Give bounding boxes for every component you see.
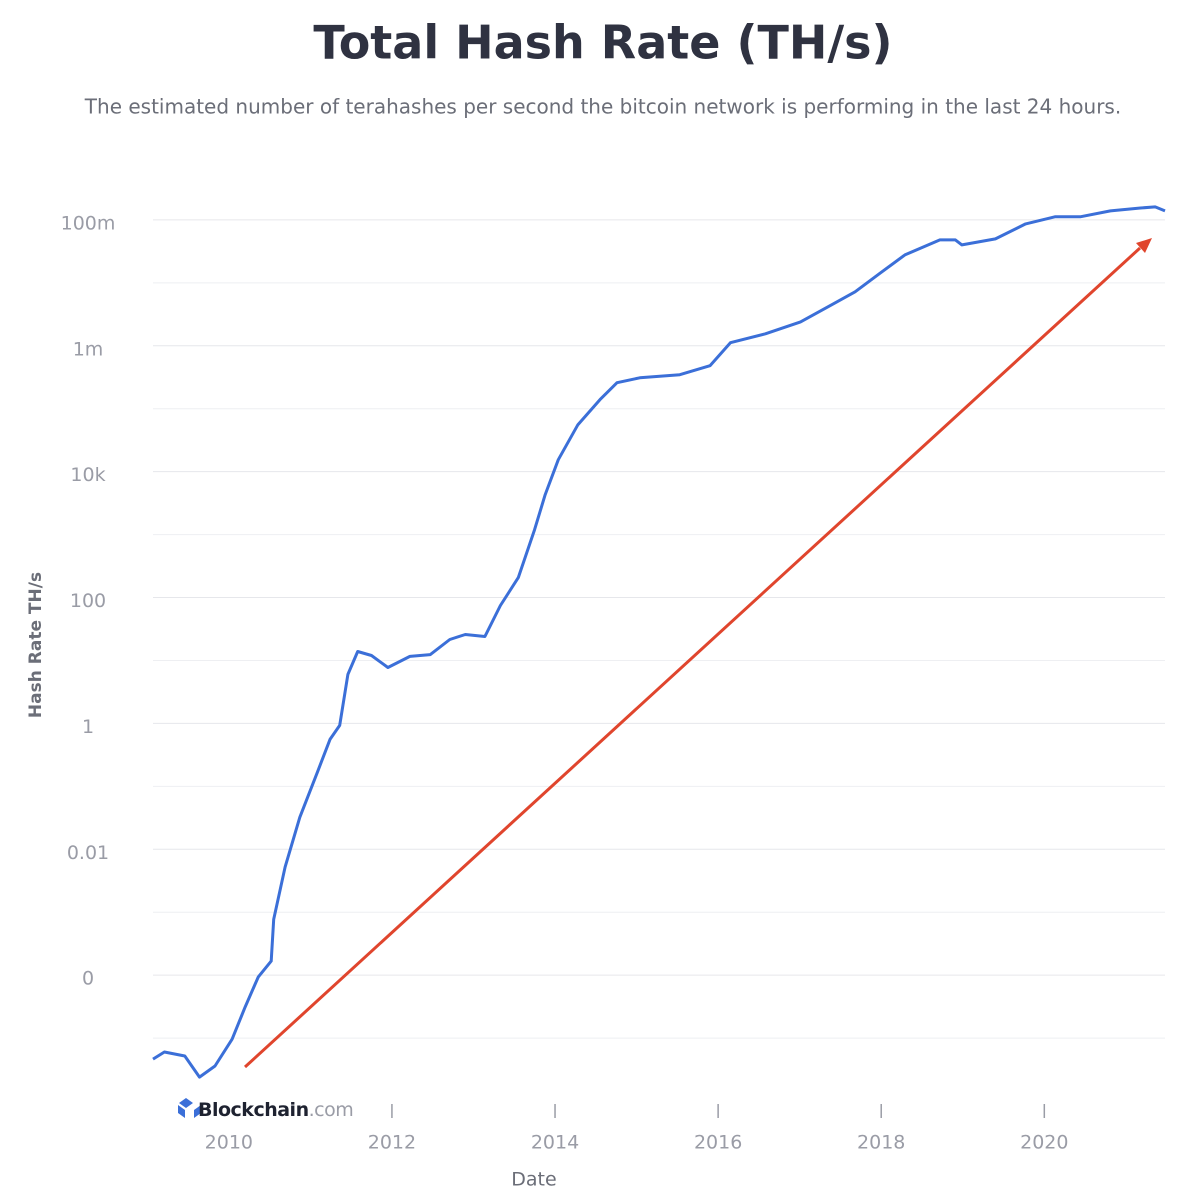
x-tick-label: 2016	[694, 1132, 742, 1154]
arrow-head	[1136, 238, 1152, 253]
y-tick-label: 0.01	[67, 842, 109, 864]
grid: 100m 1m 10k 100 1 0.01 0 2010 2012 2014 2016 2018 20…	[61, 212, 1165, 1154]
y-tick-label: 100m	[61, 212, 116, 234]
plot-area	[152, 205, 1166, 1079]
y-tick-label: 1m	[73, 338, 104, 360]
trend-arrow	[243, 246, 1142, 1069]
y-axis-label: Hash Rate TH/s	[26, 572, 46, 718]
x-tick-label: 2014	[531, 1132, 579, 1154]
y-tick-label: 10k	[70, 464, 105, 486]
y-tick-label: 100	[70, 590, 106, 612]
y-tick-label: 0	[82, 968, 94, 990]
chart-title: Total Hash Rate (TH/s)	[313, 16, 892, 70]
watermark: Blockchain.com	[198, 1099, 353, 1121]
watermark-brand: Blockchain	[198, 1099, 309, 1121]
x-tick-label: 2020	[1020, 1132, 1068, 1154]
watermark-domain: .com	[309, 1099, 354, 1121]
x-tick-label: 2010	[205, 1132, 253, 1154]
x-tick-label: 2018	[857, 1132, 905, 1154]
logo-icon	[178, 1098, 201, 1118]
x-axis-label: Date	[511, 1169, 556, 1191]
chart-subtitle: The estimated number of terahashes per s…	[84, 95, 1121, 119]
series-line	[152, 205, 1166, 1079]
x-tick-label: 2012	[368, 1132, 416, 1154]
y-tick-label: 1	[82, 716, 94, 738]
